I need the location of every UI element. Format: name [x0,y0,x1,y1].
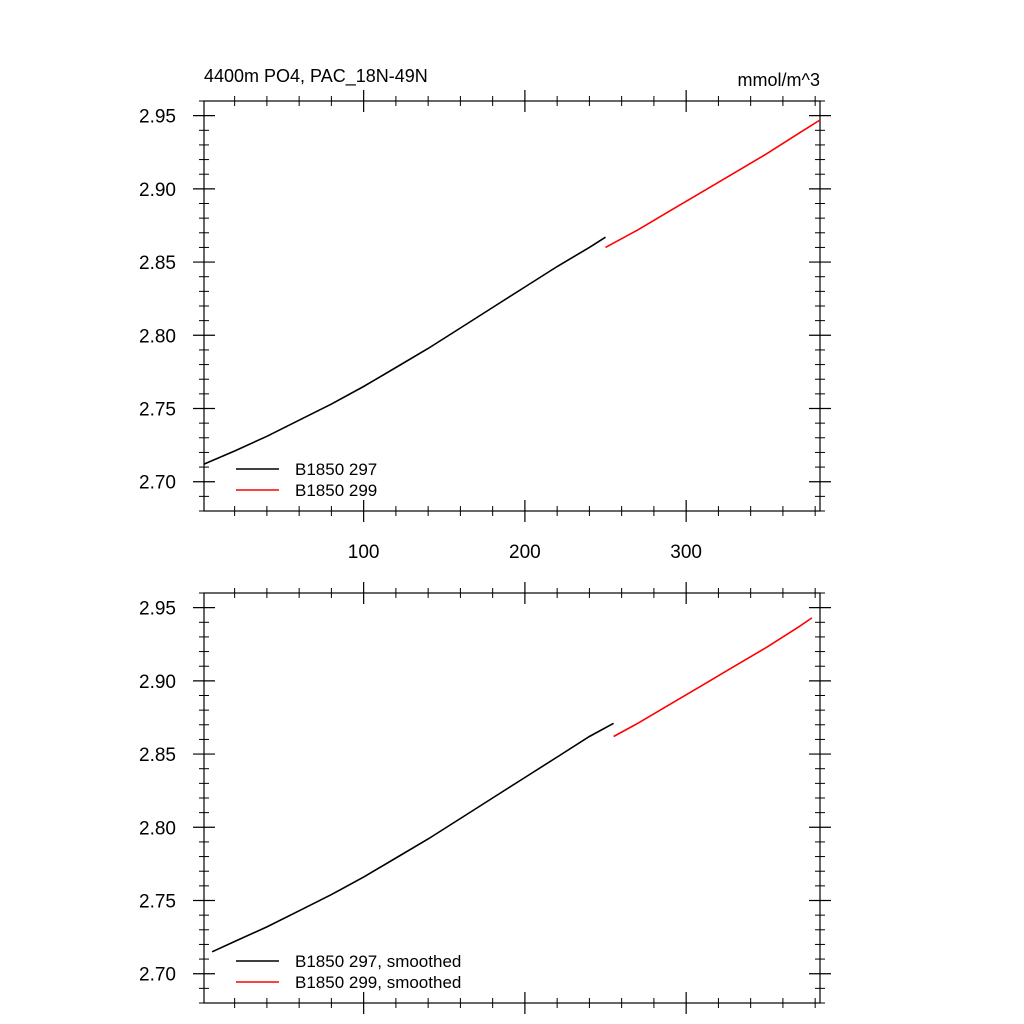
y-tick-label: 2.75 [139,892,176,913]
y-tick-label: 2.95 [139,107,176,128]
legend-label: B1850 297, smoothed [295,952,461,971]
y-tick-label: 2.70 [139,473,176,494]
series-line-b1850-299 [613,617,813,738]
chart-panel-1: 100 200 300 2.70 2.75 2.80 2.85 2.90 2.95 B1850 2… [139,66,831,563]
y-tick-label: 2.90 [139,672,176,693]
units-label: mmol/m^3 [738,70,820,90]
y-tick-label: 2.85 [139,745,176,766]
series-line-b1850-299 [605,119,821,249]
y-tick-label: 2.90 [139,180,176,201]
y-tick-label: 2.80 [139,818,176,839]
x-tick-label: 300 [670,542,702,563]
x-tick-label: 200 [509,542,541,563]
series-line-b1850-297 [203,236,606,465]
chart-panel-2: 2.70 2.75 2.80 2.85 2.90 2.95 B1850 297, smoot… [139,582,831,1014]
y-tick-label: 2.70 [139,965,176,986]
plot-frame [203,592,821,1004]
legend-label: B1850 299, smoothed [295,973,461,992]
y-tick-label: 2.85 [139,253,176,274]
y-tick-label: 2.95 [139,599,176,620]
x-tick-label: 100 [348,542,380,563]
chart-title: 4400m PO4, PAC_18N-49N [204,66,428,87]
legend-label: B1850 297 [295,460,377,479]
plot-frame [203,100,821,512]
legend-label: B1850 299 [295,481,377,500]
y-tick-label: 2.75 [139,400,176,421]
y-tick-label: 2.80 [139,326,176,347]
series-line-b1850-297 [211,722,614,953]
